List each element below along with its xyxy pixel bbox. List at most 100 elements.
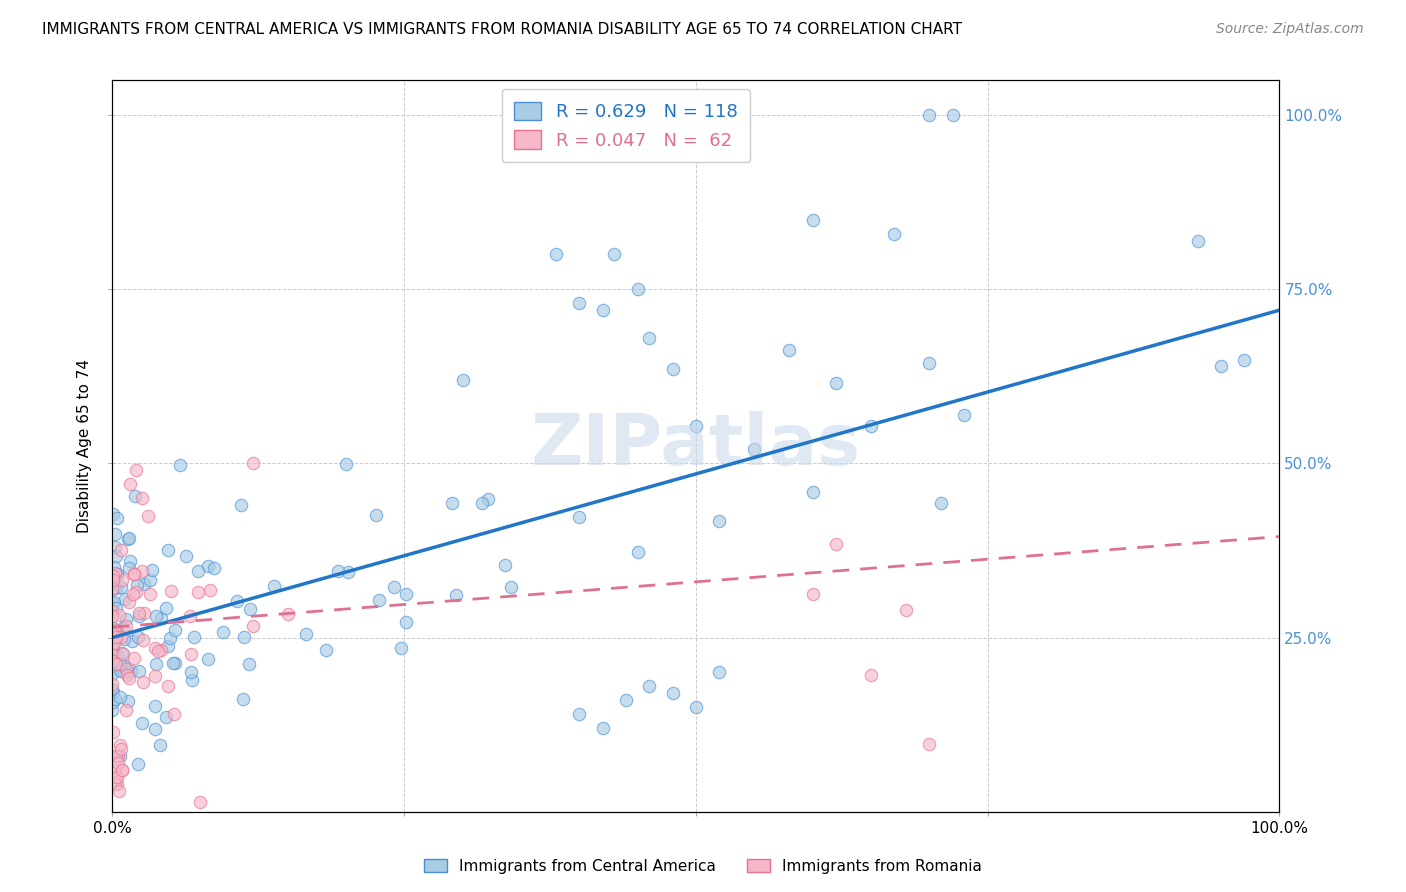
Point	[107, 607, 129, 622]
Point	[918, 737, 941, 751]
Point	[101, 703, 124, 717]
Point	[143, 723, 166, 737]
Point	[111, 646, 134, 660]
Point	[118, 554, 141, 568]
Point	[162, 657, 184, 671]
Point	[444, 588, 467, 602]
Point	[451, 373, 474, 387]
Point	[104, 623, 127, 637]
Point	[276, 607, 298, 622]
Point	[389, 640, 412, 655]
Point	[568, 510, 591, 524]
Point	[105, 600, 128, 615]
Point	[685, 700, 707, 714]
Point	[105, 511, 128, 525]
Point	[364, 508, 387, 523]
Point	[141, 563, 163, 577]
Point	[709, 515, 731, 529]
Point	[231, 498, 253, 512]
Point	[108, 738, 131, 752]
Point	[108, 657, 131, 672]
Point	[953, 409, 976, 423]
Point	[395, 615, 418, 630]
Legend: R = 0.629   N = 118, R = 0.047   N =  62: R = 0.629 N = 118, R = 0.047 N = 62	[502, 89, 751, 162]
Point	[328, 564, 350, 578]
Point	[114, 619, 136, 633]
Point	[110, 664, 132, 678]
Point	[114, 592, 136, 607]
Point	[122, 651, 145, 665]
Point	[156, 542, 179, 557]
Point	[105, 770, 128, 784]
Point	[108, 784, 131, 798]
Point	[105, 657, 128, 672]
Point	[101, 638, 124, 652]
Point	[107, 756, 129, 770]
Point	[138, 587, 160, 601]
Point	[143, 698, 166, 713]
Point	[180, 647, 202, 661]
Point	[112, 659, 135, 673]
Point	[105, 777, 128, 791]
Point	[494, 558, 516, 573]
Text: ZIPatlas: ZIPatlas	[531, 411, 860, 481]
Point	[104, 540, 127, 554]
Point	[122, 566, 145, 581]
Point	[568, 707, 591, 722]
Point	[187, 585, 209, 599]
Point	[132, 674, 155, 689]
Point	[315, 642, 337, 657]
Point	[103, 559, 125, 574]
Point	[127, 630, 149, 644]
Point	[226, 594, 249, 608]
Point	[104, 777, 127, 791]
Point	[104, 770, 127, 784]
Point	[149, 739, 172, 753]
Point	[105, 567, 128, 582]
Point	[232, 692, 254, 706]
Point	[103, 581, 125, 595]
Point	[117, 665, 139, 679]
Point	[104, 749, 127, 764]
Point	[104, 625, 127, 640]
Point	[132, 577, 155, 591]
Point	[101, 640, 124, 655]
Point	[627, 282, 650, 296]
Point	[295, 627, 318, 641]
Point	[118, 671, 141, 685]
Point	[103, 636, 125, 650]
Point	[143, 640, 166, 655]
Point	[470, 496, 492, 510]
Point	[117, 668, 139, 682]
Point	[568, 296, 591, 310]
Point	[105, 630, 128, 644]
Point	[101, 685, 124, 699]
Point	[128, 606, 150, 620]
Point	[101, 568, 124, 582]
Point	[111, 573, 134, 587]
Point	[179, 608, 201, 623]
Point	[115, 703, 138, 717]
Point	[118, 477, 141, 491]
Point	[143, 669, 166, 683]
Point	[778, 343, 800, 357]
Point	[685, 419, 707, 434]
Point	[101, 648, 124, 662]
Point	[159, 584, 181, 599]
Point	[169, 458, 191, 472]
Point	[395, 587, 418, 601]
Point	[801, 212, 824, 227]
Point	[111, 763, 134, 777]
Point	[110, 580, 132, 594]
Point	[134, 606, 156, 620]
Point	[477, 491, 499, 506]
Point	[136, 508, 159, 523]
Point	[368, 592, 391, 607]
Point	[111, 647, 134, 661]
Y-axis label: Disability Age 65 to 74: Disability Age 65 to 74	[77, 359, 93, 533]
Point	[121, 633, 143, 648]
Point	[118, 561, 141, 575]
Point	[101, 695, 124, 709]
Point	[929, 496, 952, 510]
Point	[337, 566, 360, 580]
